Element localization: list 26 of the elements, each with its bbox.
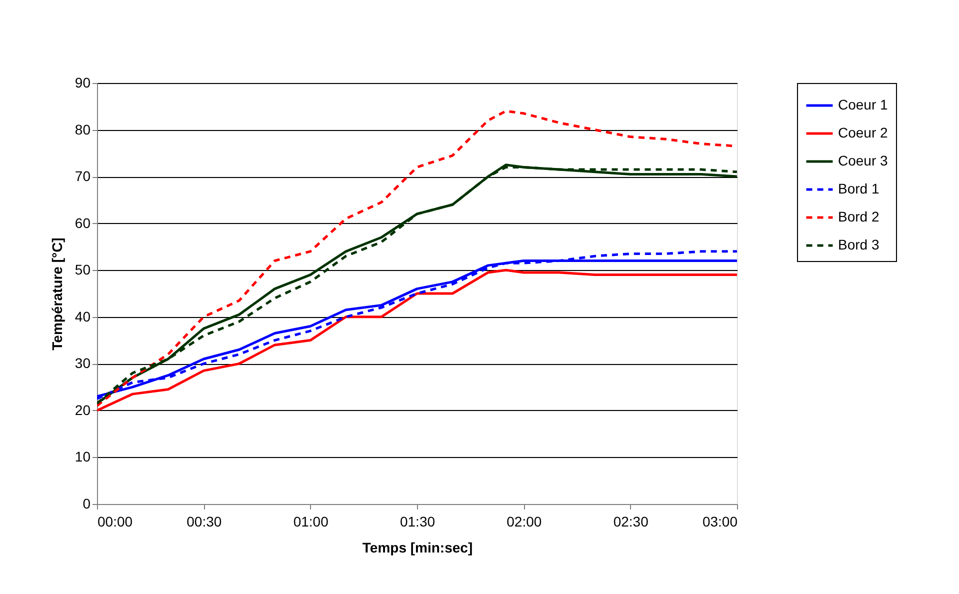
y-tick-label: 30 — [74, 355, 91, 372]
x-tick-label: 01:30 — [400, 514, 436, 530]
legend-label: Bord 1 — [838, 180, 880, 196]
y-axis-title: Température [°C] — [48, 238, 65, 350]
x-tick-label: 02:00 — [506, 514, 542, 530]
y-tick-label: 10 — [74, 448, 91, 465]
x-axis-title: Temps [min:sec] — [362, 540, 473, 556]
y-tick-label: 50 — [74, 262, 91, 278]
legend-label: Coeur 1 — [838, 96, 888, 112]
legend-label: Bord 3 — [838, 236, 880, 252]
x-tick-label: 01:00 — [293, 514, 329, 530]
y-tick-label: 80 — [74, 121, 91, 138]
x-tick-label: 02:30 — [613, 514, 649, 530]
y-tick-label: 70 — [74, 168, 91, 184]
x-tick-label: 00:00 — [98, 514, 133, 530]
legend-label: Bord 2 — [838, 208, 880, 224]
y-tick-label: 60 — [74, 214, 91, 231]
y-tick-label: 0 — [82, 496, 91, 512]
y-tick-label: 90 — [74, 74, 91, 90]
y-tick-label: 40 — [74, 308, 91, 324]
line-series — [97, 268, 737, 412]
x-tick-label: 00:30 — [186, 514, 222, 530]
x-tick-label: 03:00 — [702, 514, 738, 530]
legend-label: Coeur 3 — [838, 152, 888, 168]
legend-label: Coeur 2 — [838, 124, 888, 140]
y-tick-label: 20 — [74, 402, 91, 418]
